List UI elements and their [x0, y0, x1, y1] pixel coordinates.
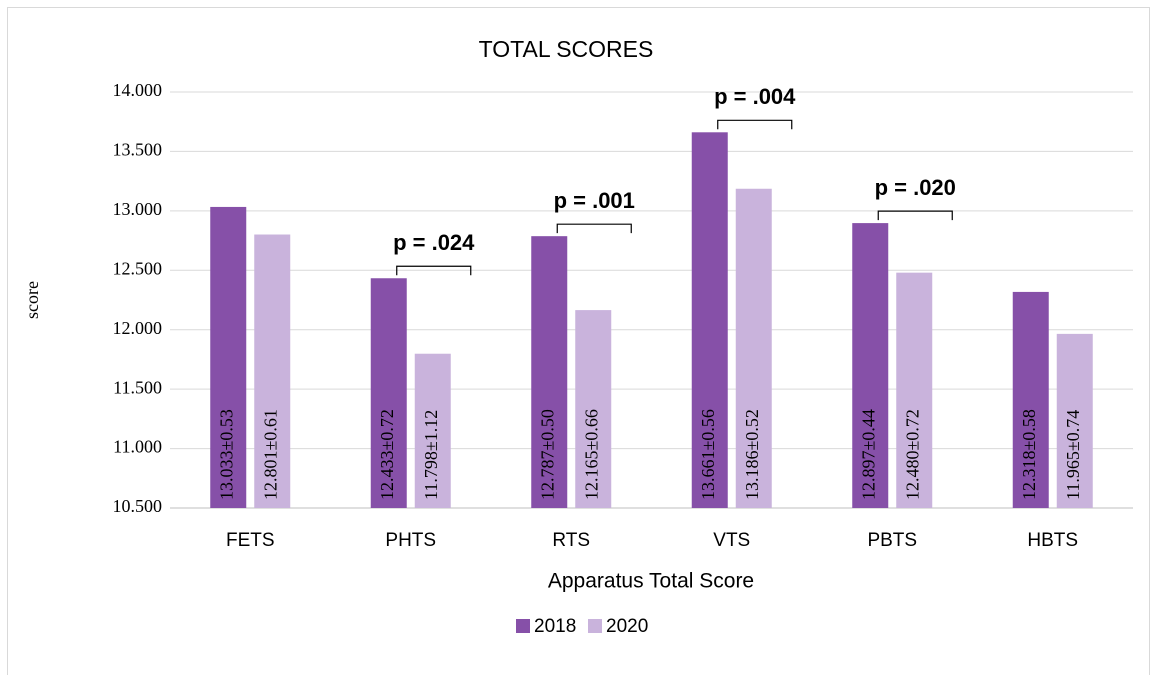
- x-tick-label: PBTS: [867, 530, 917, 551]
- bar: [896, 272, 933, 508]
- legend-label: 2020: [606, 616, 648, 637]
- y-tick-label: 13.500: [113, 140, 163, 160]
- annotation: p = .020: [875, 175, 956, 200]
- legend-label: 2018: [534, 616, 576, 637]
- x-tick-label: FETS: [226, 530, 275, 551]
- chart-border: [7, 7, 1150, 675]
- value-label: 12.165±0.66: [581, 409, 601, 500]
- bar: [575, 310, 612, 508]
- bar: [414, 353, 451, 508]
- y-tick-label: 11.500: [113, 377, 162, 397]
- bar: [1012, 291, 1049, 508]
- value-label: 12.480±0.72: [902, 409, 922, 500]
- bar: [1056, 333, 1093, 508]
- annotation: p = .024: [393, 230, 475, 255]
- value-label: 12.801±0.61: [260, 409, 280, 500]
- legend-swatch: [516, 619, 530, 633]
- annotation-bracket: [717, 119, 793, 130]
- value-label: 13.661±0.56: [698, 409, 718, 500]
- y-tick-label: 10.500: [113, 496, 163, 516]
- value-label: 13.033±0.53: [216, 409, 236, 500]
- annotation-bracket: [877, 210, 953, 221]
- x-tick-label: RTS: [552, 530, 590, 551]
- y-tick-label: 11.000: [113, 437, 162, 457]
- x-axis-title: Apparatus Total Score: [548, 570, 754, 593]
- value-label: 13.186±0.52: [742, 409, 762, 500]
- bar: [691, 132, 728, 508]
- bar: [254, 234, 291, 509]
- value-label: 12.897±0.44: [858, 409, 878, 500]
- bar: [735, 188, 772, 509]
- annotation-bracket: [556, 223, 632, 234]
- x-tick-label: PHTS: [385, 530, 436, 551]
- y-tick-label: 12.000: [113, 318, 163, 338]
- annotation-bracket: [396, 265, 472, 276]
- y-tick-label: 12.500: [113, 258, 163, 278]
- y-tick-label: 13.000: [113, 199, 163, 219]
- bar: [370, 278, 407, 508]
- legend-swatch: [588, 619, 602, 633]
- x-tick-label: HBTS: [1027, 530, 1078, 551]
- value-label: 12.787±0.50: [537, 409, 557, 500]
- value-label: 11.798±1.12: [421, 410, 441, 500]
- value-label: 11.965±0.74: [1063, 410, 1083, 500]
- annotation: p = .004: [714, 84, 796, 109]
- value-label: 12.433±0.72: [377, 409, 397, 500]
- bar: [210, 206, 247, 508]
- y-axis-title: score: [22, 281, 42, 319]
- annotation: p = .001: [554, 188, 635, 213]
- y-tick-label: 14.000: [113, 80, 163, 100]
- chart-title: TOTAL SCORES: [479, 36, 654, 62]
- bar: [531, 236, 568, 509]
- bar: [852, 223, 889, 508]
- x-tick-label: VTS: [713, 530, 750, 551]
- value-label: 12.318±0.58: [1019, 409, 1039, 500]
